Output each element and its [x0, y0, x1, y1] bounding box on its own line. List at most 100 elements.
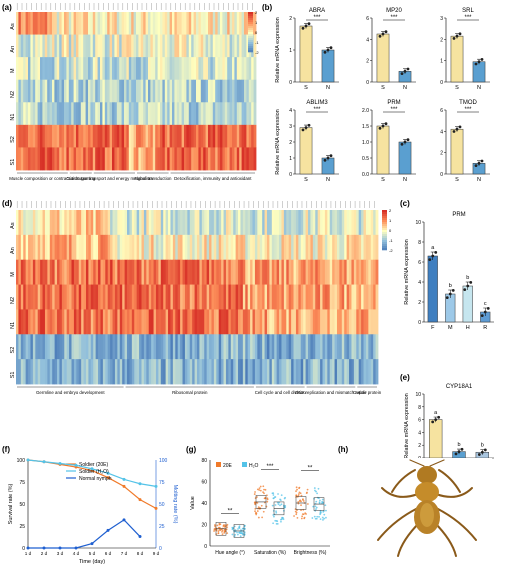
heatmap-cell	[102, 57, 106, 81]
heatmap-cell	[216, 210, 220, 236]
y-tick-label: 1.5	[362, 124, 369, 130]
heatmap-cell	[279, 210, 282, 236]
heatmap-cell	[20, 57, 24, 81]
heatmap-cell	[66, 12, 70, 35]
scale-bar-segment	[382, 212, 387, 215]
heatmap-cell	[122, 309, 125, 335]
heatmap-cell	[346, 334, 350, 360]
heatmap-cell	[121, 79, 125, 103]
heatmap-cell	[224, 57, 228, 81]
scatter-point	[319, 518, 322, 521]
heatmap-cell	[186, 147, 190, 171]
scatter-point	[217, 530, 220, 533]
heatmap-cell	[158, 210, 162, 236]
heatmap-cell	[83, 210, 87, 236]
heatmap-cell	[283, 309, 287, 335]
heatmap-cell	[92, 124, 96, 148]
heatmap-cell	[85, 359, 89, 385]
heatmap-cell	[247, 334, 251, 360]
heatmap-cell	[107, 284, 111, 310]
series-point	[74, 546, 78, 550]
heatmap-cell	[242, 334, 246, 360]
heatmap-cell	[204, 210, 208, 236]
heatmap-cell	[238, 284, 241, 310]
heatmap-cell	[324, 309, 328, 335]
heatmap-cell	[247, 309, 251, 335]
heatmap-cell	[332, 334, 335, 360]
heatmap-cell	[222, 34, 226, 58]
heatmap-cell	[225, 359, 229, 385]
heatmap-cell	[288, 334, 292, 360]
heatmap-cell	[59, 210, 63, 236]
heatmap-cell	[293, 284, 297, 310]
heatmap-cell	[93, 334, 97, 360]
heatmap-cell	[356, 259, 360, 285]
y-tick-label: 2	[418, 443, 421, 449]
scale-tick-label: 1	[389, 218, 392, 223]
heatmap-cell	[198, 34, 202, 58]
heatmap-cell	[104, 57, 108, 81]
scatter-point	[256, 501, 259, 504]
heatmap-cell	[28, 147, 31, 171]
heatmap-cell	[169, 147, 173, 171]
heatmap-cell	[324, 334, 328, 360]
heatmap-cell	[52, 79, 55, 103]
heatmap-cell	[18, 79, 22, 103]
heatmap-cell	[184, 124, 187, 148]
heatmap-cell	[81, 210, 84, 236]
heatmap-cell	[18, 12, 22, 35]
data-point	[480, 450, 484, 454]
heatmap-cell	[218, 234, 222, 261]
heatmap-cell	[133, 12, 137, 35]
heatmap-cell	[253, 79, 257, 103]
heatmap-cell	[49, 124, 53, 148]
scatter-point	[296, 516, 299, 519]
scatter-point	[254, 512, 257, 515]
heatmap-cell	[225, 309, 229, 335]
heatmap-cell	[317, 210, 321, 236]
heatmap-cell	[136, 12, 139, 35]
scale-bar-segment	[248, 24, 253, 27]
heatmap-cell	[122, 284, 125, 310]
x-tick-label: S	[381, 85, 385, 91]
heatmap-cell	[358, 284, 362, 310]
x-tick-label: R	[483, 325, 487, 331]
heatmap-cell	[104, 79, 108, 103]
heatmap-cell	[196, 147, 199, 171]
heatmap-cell	[25, 210, 29, 236]
heatmap-cell	[30, 334, 34, 360]
heatmap-cell	[336, 259, 340, 285]
heatmap-cell	[264, 334, 268, 360]
heatmap-cell	[236, 12, 240, 35]
heatmap-cell	[76, 12, 79, 35]
heatmap-cell	[164, 147, 168, 171]
heatmap-cell	[25, 124, 29, 148]
heatmap-cell	[151, 359, 154, 385]
heatmap-cell	[229, 147, 233, 171]
scatter-point	[234, 529, 237, 531]
y-tick-label: 1	[440, 59, 443, 65]
data-point	[307, 123, 311, 127]
heatmap-cell	[317, 284, 321, 310]
heatmap-cell	[49, 34, 53, 58]
x-tick-label: S	[304, 177, 308, 183]
heatmap-cell	[28, 284, 31, 310]
heatmap-cell	[52, 284, 56, 310]
heatmap-cell	[363, 309, 367, 335]
heatmap-cell	[151, 334, 154, 360]
heatmap-cell	[28, 234, 31, 261]
heatmap-cell	[339, 284, 343, 310]
heatmap-cell	[215, 34, 218, 58]
heatmap-cell	[175, 210, 179, 236]
heatmap-cell	[56, 12, 60, 35]
y-axis-label: Relative mRNA expression	[404, 239, 410, 304]
heatmap-cell	[346, 309, 350, 335]
heatmap-cell	[232, 12, 235, 35]
heatmap-cell	[224, 102, 228, 126]
heatmap-cell	[191, 147, 194, 171]
heatmap-cell	[151, 284, 154, 310]
heatmap-cell	[221, 334, 224, 360]
heatmap-cell	[200, 147, 204, 171]
heatmap-cell	[305, 309, 309, 335]
